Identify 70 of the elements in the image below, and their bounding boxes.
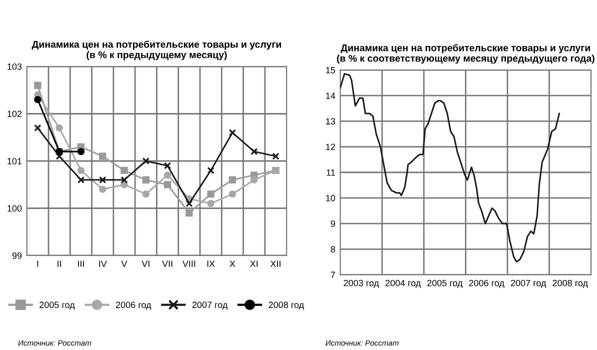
y-tick-label: 99	[12, 252, 22, 259]
point	[98, 152, 106, 160]
point	[207, 200, 214, 208]
legend-label: 2005 год	[40, 302, 75, 310]
x-tick-label: IV	[99, 260, 107, 267]
point	[120, 176, 128, 184]
point	[228, 176, 236, 184]
legend-label: 2008 год	[268, 302, 304, 310]
point	[56, 124, 63, 132]
y-tick-label: 10	[326, 194, 336, 202]
x-tick-label: II	[58, 260, 62, 267]
x-tick-label: 2004 год	[386, 280, 421, 288]
y-tick-label: 8	[330, 246, 336, 253]
point	[120, 166, 128, 174]
y-tick-label: 14	[326, 92, 336, 99]
x-tick-label: XII	[270, 260, 280, 267]
point	[142, 157, 150, 165]
y-tick-label: 7	[330, 272, 335, 278]
y-tick-label: 101	[8, 158, 22, 164]
y-tick-label: 11	[326, 169, 335, 176]
x-tick-label: 2008 год	[552, 280, 588, 288]
y-tick-label: 13	[326, 118, 336, 125]
x-tick-label: 2007 год	[510, 280, 546, 288]
point	[272, 152, 280, 160]
x-tick-label: VI	[142, 260, 150, 267]
y-tick-label: 15	[326, 67, 336, 74]
x-tick-label: X	[230, 260, 236, 267]
x-tick-label: I	[37, 260, 38, 267]
point	[98, 176, 106, 184]
point	[186, 209, 193, 217]
point	[34, 82, 42, 90]
point	[207, 166, 214, 174]
x-tick-label: VIII	[182, 260, 196, 267]
y-tick-label: 12	[326, 144, 335, 150]
point	[56, 152, 63, 160]
x-tick-label: 2006 год	[469, 280, 504, 288]
y-tick-label: 103	[8, 63, 22, 70]
point	[186, 200, 193, 208]
x-tick-label: 2003 год	[344, 280, 379, 288]
point	[142, 176, 150, 184]
y-tick-label: 102	[8, 110, 22, 118]
point	[164, 181, 172, 188]
legend-label: 2006 год	[116, 302, 152, 310]
point	[164, 172, 172, 179]
x-tick-label: V	[121, 260, 128, 267]
point	[98, 186, 106, 193]
point	[34, 124, 42, 132]
point	[228, 190, 236, 198]
point	[142, 190, 150, 198]
point	[250, 176, 258, 184]
chart-title: Динамика цен на потребительские товары и услуги (в % к предыдущему месяцу)	[32, 40, 282, 60]
point	[34, 96, 42, 104]
legend-label: 2007 год	[192, 302, 228, 310]
point	[228, 129, 236, 136]
x-tick-label: III	[78, 260, 84, 267]
y-tick-label: 100	[8, 205, 22, 212]
point	[207, 190, 214, 198]
point	[120, 181, 128, 188]
y-tick-label: 9	[330, 220, 335, 227]
x-tick-label: VII	[162, 260, 172, 267]
chart-title: Динамика цен на потребительские товары и услуги (в % к соответствующему месяцу предыдущего года)	[336, 44, 594, 64]
point	[77, 166, 85, 174]
x-tick-label: 2005 год	[427, 280, 462, 288]
point	[164, 162, 172, 170]
line-series	[340, 73, 560, 263]
point	[77, 176, 85, 184]
point	[250, 148, 258, 156]
x-tick-label: XI	[250, 260, 258, 267]
point	[77, 148, 85, 156]
x-tick-label: IX	[207, 260, 215, 267]
